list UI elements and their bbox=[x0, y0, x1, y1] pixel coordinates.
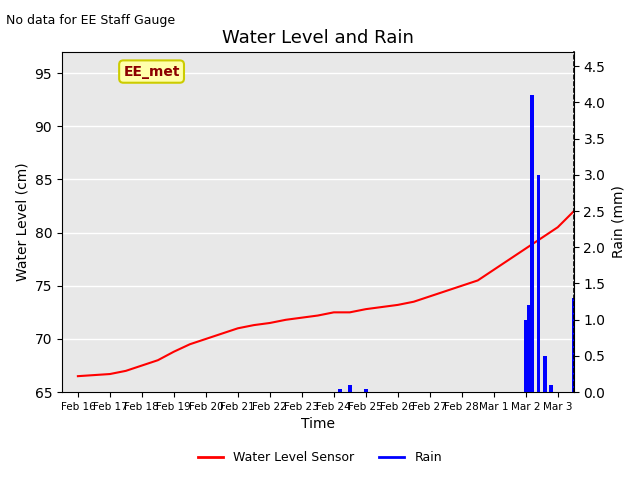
Bar bbox=[527, 305, 531, 392]
Title: Water Level and Rain: Water Level and Rain bbox=[222, 29, 413, 48]
Bar bbox=[339, 388, 342, 392]
Bar bbox=[549, 385, 553, 392]
Bar bbox=[364, 388, 368, 392]
Bar bbox=[629, 356, 633, 392]
Bar bbox=[348, 385, 352, 392]
Y-axis label: Rain (mm): Rain (mm) bbox=[611, 185, 625, 258]
Text: No data for EE Staff Gauge: No data for EE Staff Gauge bbox=[6, 14, 175, 27]
Bar bbox=[543, 356, 547, 392]
Bar bbox=[588, 312, 591, 392]
Bar bbox=[604, 305, 607, 392]
Y-axis label: Water Level (cm): Water Level (cm) bbox=[15, 163, 29, 281]
Bar bbox=[620, 334, 623, 392]
Text: EE_met: EE_met bbox=[124, 65, 180, 79]
Bar bbox=[536, 175, 540, 392]
Legend: Water Level Sensor, Rain: Water Level Sensor, Rain bbox=[193, 446, 447, 469]
Bar bbox=[530, 95, 534, 392]
Bar bbox=[524, 320, 527, 392]
X-axis label: Time: Time bbox=[301, 418, 335, 432]
Bar bbox=[572, 298, 575, 392]
